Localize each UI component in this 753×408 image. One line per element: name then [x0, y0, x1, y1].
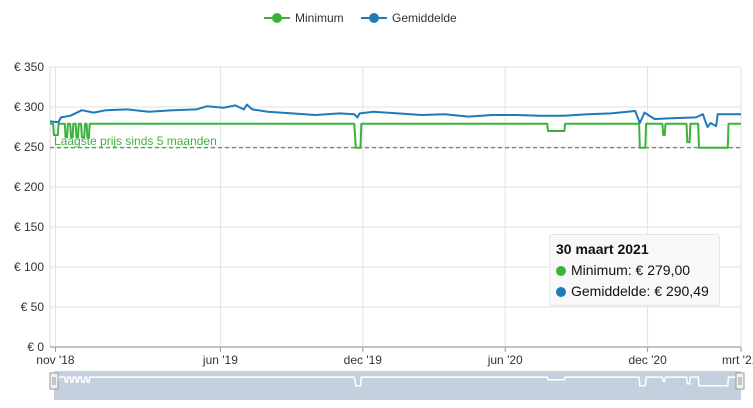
minimum-dot-icon [556, 265, 566, 276]
y-tick-label: € 0 [27, 340, 44, 354]
navigator-selection[interactable] [54, 371, 741, 400]
x-tick-label: jun '20 [487, 353, 523, 367]
series-layer [49, 103, 741, 149]
handle-grip-icon[interactable] [49, 372, 59, 390]
legend-marker-icon [369, 13, 379, 23]
tooltip-gemiddelde-text: Gemiddelde: € 290,49 [571, 283, 709, 299]
x-tick-label: nov '18 [36, 353, 75, 367]
lowest-price-label: Laagste prijs sinds 5 maanden [54, 134, 217, 148]
y-tick-label: € 250 [14, 140, 44, 154]
handle-grip-icon[interactable] [735, 372, 745, 390]
tooltip-minimum-text: Minimum: € 279,00 [571, 262, 691, 278]
legend-label-0: Minimum [295, 11, 344, 25]
y-tick-label: € 100 [14, 260, 44, 274]
x-tick-label: dec '19 [344, 353, 383, 367]
x-tick-label: dec '20 [628, 353, 667, 367]
x-tick-label: jun '19 [202, 353, 238, 367]
y-tick-label: € 200 [14, 180, 44, 194]
legend-label-1: Gemiddelde [392, 11, 457, 25]
grid [49, 66, 742, 348]
y-tick-label: € 50 [21, 300, 45, 314]
x-tick-label: mrt '21 [722, 353, 753, 367]
tooltip: 30 maart 2021 Minimum: € 279,00 Gemiddel… [549, 234, 720, 306]
annotation-layer: Laagste prijs sinds 5 maanden [50, 134, 741, 149]
y-tick-label: € 350 [14, 60, 44, 74]
series-line-minimum [50, 122, 741, 149]
navigator-handle-left[interactable] [49, 372, 59, 390]
tooltip-row-gemiddelde: Gemiddelde: € 290,49 [556, 281, 713, 302]
legend-item-gemiddelde[interactable]: Gemiddelde [361, 11, 457, 25]
navigator-handle-right[interactable] [735, 372, 745, 390]
y-tick-label: € 300 [14, 100, 44, 114]
x-axis: nov '18 jun '19 dec '19 jun '20 dec '20 mrt '… [36, 347, 753, 367]
y-axis: € 0 € 50 € 100 € 150 € 200 € 250 € 300 € 350 [14, 60, 44, 354]
series-line-gemiddelde [49, 103, 741, 128]
tooltip-title: 30 maart 2021 [556, 241, 649, 257]
tooltip-row-minimum: Minimum: € 279,00 [556, 260, 713, 281]
legend-marker-icon [272, 13, 282, 23]
navigator-series [50, 376, 741, 387]
y-tick-label: € 150 [14, 220, 44, 234]
legend-item-minimum[interactable]: Minimum [264, 11, 344, 25]
navigator[interactable] [49, 371, 745, 400]
legend: Minimum Gemiddelde [264, 11, 457, 25]
gemiddelde-dot-icon [556, 286, 566, 297]
